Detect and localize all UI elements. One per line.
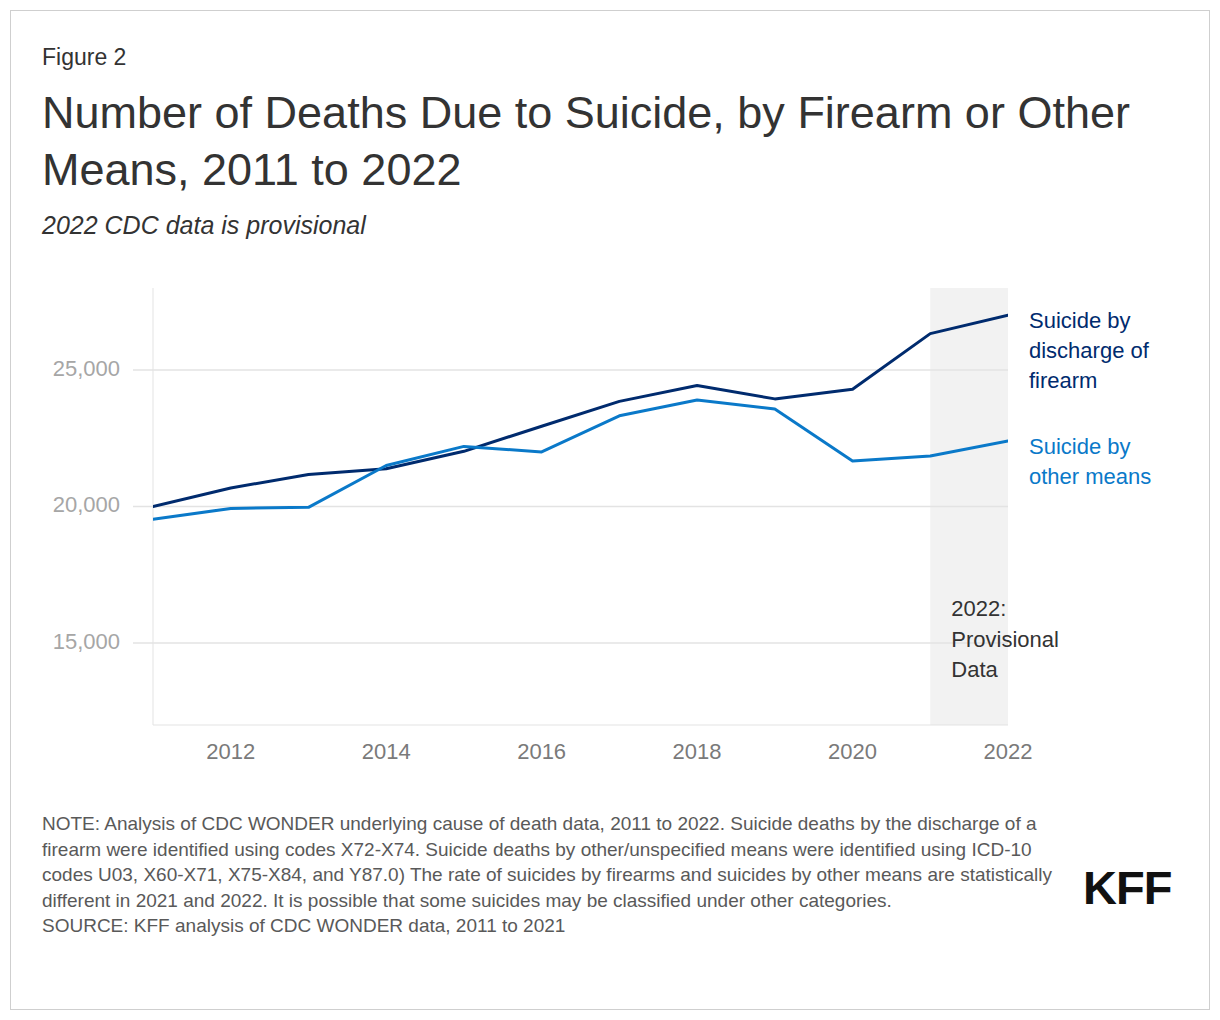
x-tick-label: 2012	[206, 739, 255, 764]
annotation: 2022: Provisional Data	[951, 596, 1059, 682]
series-label-line: discharge of	[1029, 338, 1150, 363]
subtitle: 2022 CDC data is provisional	[42, 211, 366, 240]
note: NOTE: Analysis of CDC WONDER underlying …	[42, 811, 1064, 913]
series-line	[153, 315, 1008, 506]
title: Number of Deaths Due to Suicide, by Fire…	[42, 84, 1142, 198]
source: SOURCE: KFF analysis of CDC WONDER data,…	[42, 913, 1064, 939]
series-label-line: Suicide by	[1029, 434, 1131, 459]
annotation-line: Provisional	[951, 626, 1059, 651]
series-label-line: firearm	[1029, 368, 1097, 393]
y-tick-label: 15,000	[53, 629, 120, 654]
x-tick-label: 2018	[673, 739, 722, 764]
series-label-line: Suicide by	[1029, 308, 1131, 333]
x-tick-label: 2014	[362, 739, 411, 764]
annotation-line: 2022:	[951, 596, 1006, 621]
plot-lines	[153, 315, 1008, 519]
logo: KFF	[1083, 860, 1171, 915]
figure-label: Figure 2	[42, 44, 126, 71]
annotation-line: Data	[951, 657, 998, 682]
series-label-line: other means	[1029, 464, 1151, 489]
y-tick-label: 25,000	[53, 356, 120, 381]
x-tick-label: 2020	[828, 739, 877, 764]
x-tick-label: 2016	[517, 739, 566, 764]
x-axis-line	[153, 725, 1008, 726]
series-label: Suicide by discharge of firearm	[1029, 308, 1150, 393]
footer: NOTE: Analysis of CDC WONDER underlying …	[42, 811, 1064, 939]
series-line	[153, 400, 1008, 519]
x-tick-label: 2022	[984, 739, 1033, 764]
grid-line	[133, 642, 1008, 644]
series-label: Suicide by other means	[1029, 434, 1151, 489]
y-tick-label: 20,000	[53, 492, 120, 517]
